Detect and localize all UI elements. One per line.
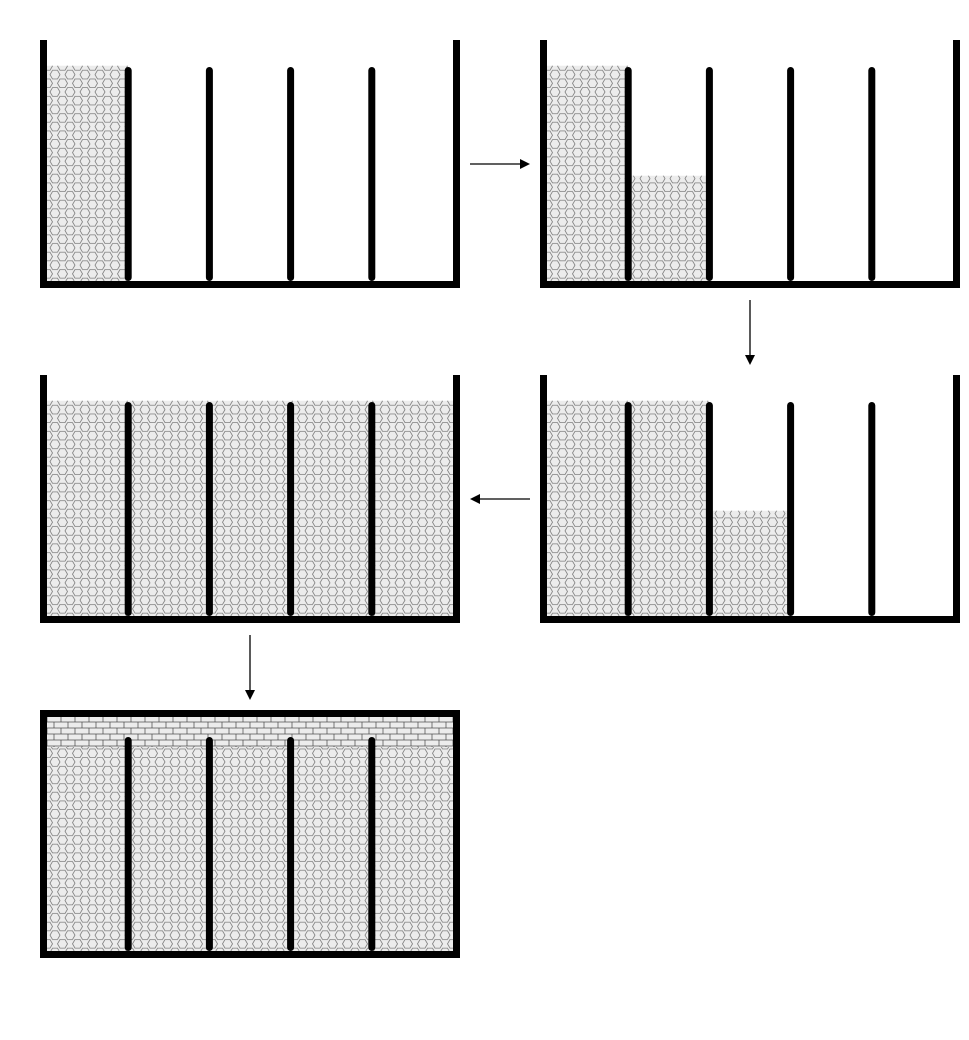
- process-panel: [540, 40, 960, 288]
- divider: [868, 67, 875, 281]
- divider: [625, 402, 632, 616]
- divider: [206, 402, 213, 616]
- divider: [206, 67, 213, 281]
- divider: [206, 737, 213, 951]
- process-panel: [40, 40, 460, 288]
- divider: [125, 402, 132, 616]
- divider: [287, 402, 294, 616]
- process-panel: [40, 710, 460, 958]
- divider: [368, 737, 375, 951]
- divider: [706, 67, 713, 281]
- divider: [625, 67, 632, 281]
- flow-arrow: [468, 157, 532, 171]
- flow-arrow: [468, 492, 532, 506]
- divider: [868, 402, 875, 616]
- diagram-canvas: [20, 20, 969, 1020]
- divider: [287, 737, 294, 951]
- divider: [368, 402, 375, 616]
- divider: [787, 402, 794, 616]
- flow-arrow: [243, 633, 257, 702]
- divider: [368, 67, 375, 281]
- divider: [125, 737, 132, 951]
- flow-arrow: [743, 298, 757, 367]
- process-panel: [40, 375, 460, 623]
- divider: [287, 67, 294, 281]
- divider: [787, 67, 794, 281]
- divider: [706, 402, 713, 616]
- divider: [125, 67, 132, 281]
- process-panel: [540, 375, 960, 623]
